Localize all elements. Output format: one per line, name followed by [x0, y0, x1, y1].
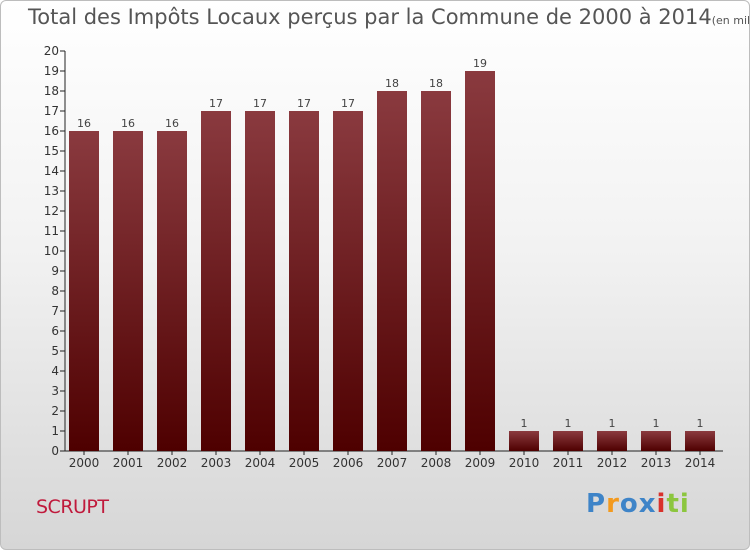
bar-value-label: 18 [429, 77, 443, 90]
chart-unit-label: (en milliers d'€) [711, 14, 750, 27]
bar-2001 [113, 131, 143, 451]
y-tick-label: 2 [51, 404, 59, 418]
bar-value-label: 1 [609, 417, 616, 430]
y-tick-label: 0 [51, 444, 59, 458]
bar-2002 [157, 131, 187, 451]
bar-2009 [465, 71, 495, 451]
y-tick-label: 17 [44, 104, 59, 118]
bar-value-label: 17 [341, 97, 355, 110]
bar-2012 [597, 431, 627, 451]
y-tick-label: 19 [44, 64, 59, 78]
bar-value-label: 16 [165, 117, 179, 130]
y-tick-label: 8 [51, 284, 59, 298]
logo-letters: r [606, 489, 620, 519]
bars-group: 16 16 16 17 17 17 17 18 18 19 1 1 1 1 1 [69, 57, 715, 451]
y-tick-label: 5 [51, 344, 59, 358]
x-tick-label: 2007 [377, 456, 408, 470]
x-tick-label: 2006 [333, 456, 364, 470]
y-tick-label: 3 [51, 384, 59, 398]
bar-2014 [685, 431, 715, 451]
bar-value-label: 16 [77, 117, 91, 130]
bar-value-label: 1 [521, 417, 528, 430]
y-tick-label: 4 [51, 364, 59, 378]
x-tick-label: 2009 [465, 456, 496, 470]
x-tick-label: 2002 [157, 456, 188, 470]
y-tick-label: 9 [51, 264, 59, 278]
bar-value-label: 1 [697, 417, 704, 430]
x-tick-label: 2004 [245, 456, 276, 470]
y-tick-label: 18 [44, 84, 59, 98]
bar-2004 [245, 111, 275, 451]
y-tick-label: 20 [44, 44, 59, 58]
bar-value-label: 18 [385, 77, 399, 90]
y-tick-label: 14 [44, 164, 59, 178]
bar-2005 [289, 111, 319, 451]
bar-2006 [333, 111, 363, 451]
bar-value-label: 19 [473, 57, 487, 70]
x-tick-label: 2001 [113, 456, 144, 470]
y-tick-label: 7 [51, 304, 59, 318]
x-tick-label: 2013 [641, 456, 672, 470]
logo-letters: ti [666, 489, 690, 519]
x-tick-label: 2011 [553, 456, 584, 470]
x-tick-label: 2012 [597, 456, 628, 470]
x-tick-label: 2010 [509, 456, 540, 470]
bar-value-label: 1 [565, 417, 572, 430]
bar-value-label: 17 [253, 97, 267, 110]
x-tick-label: 2003 [201, 456, 232, 470]
x-tick-label: 2000 [69, 456, 100, 470]
bar-2000 [69, 131, 99, 451]
commune-name: SCRUPT [36, 496, 109, 518]
y-tick-label: 10 [44, 244, 59, 258]
bar-value-label: 16 [121, 117, 135, 130]
y-tick-label: 11 [44, 224, 59, 238]
bar-value-label: 17 [209, 97, 223, 110]
bar-2011 [553, 431, 583, 451]
bar-2008 [421, 91, 451, 451]
x-tick-label: 2008 [421, 456, 452, 470]
bar-value-label: 17 [297, 97, 311, 110]
bar-2010 [509, 431, 539, 451]
x-axis-ticks: 2000 2001 2002 2003 2004 2005 2006 2007 2008 2009… [69, 451, 716, 470]
y-tick-label: 15 [44, 144, 59, 158]
bar-2003 [201, 111, 231, 451]
y-tick-label: 16 [44, 124, 59, 138]
bar-value-label: 1 [653, 417, 660, 430]
x-tick-label: 2005 [289, 456, 320, 470]
y-tick-label: 12 [44, 204, 59, 218]
chart-title-row: Total des Impôts Locaux perçus par la Co… [28, 5, 750, 29]
logo-letters: i [656, 489, 667, 519]
y-tick-label: 1 [51, 424, 59, 438]
y-tick-label: 13 [44, 184, 59, 198]
proxiti-logo[interactable]: Proxiti [586, 489, 690, 519]
chart-title: Total des Impôts Locaux perçus par la Co… [28, 5, 712, 29]
logo-letters: P [586, 489, 607, 519]
bar-2007 [377, 91, 407, 451]
y-tick-label: 6 [51, 324, 59, 338]
bar-2013 [641, 431, 671, 451]
logo-letters: ox [619, 489, 657, 519]
x-tick-label: 2014 [685, 456, 716, 470]
